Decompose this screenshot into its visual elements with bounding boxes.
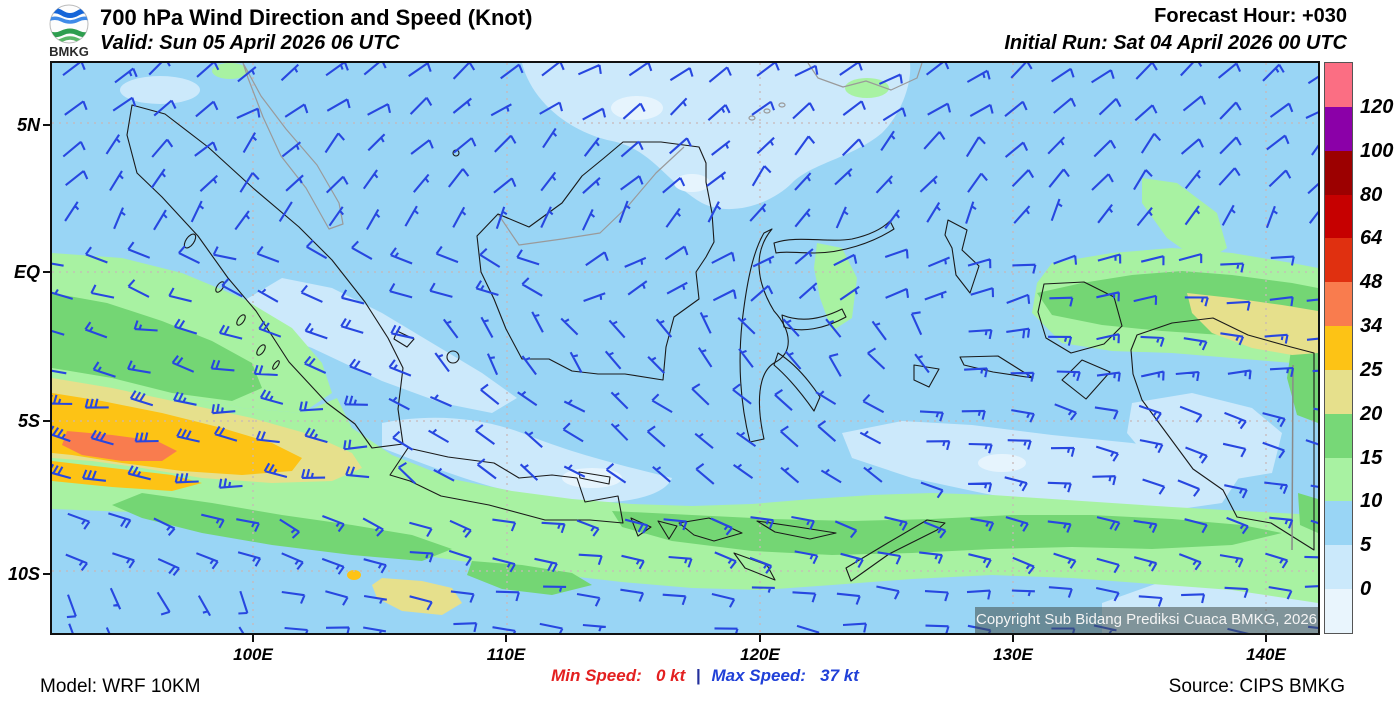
lon-tick-label: 110E (486, 645, 526, 664)
wind-barbs (52, 63, 1318, 633)
colorbar-label: 0 (1360, 578, 1372, 601)
colorbar-block (1325, 282, 1352, 327)
minmax-separator: | (695, 666, 701, 685)
colorbar-label: 120 (1360, 95, 1394, 118)
colorbar-block (1325, 545, 1352, 590)
colorbar-label: 10 (1360, 490, 1383, 513)
lon-tick (252, 633, 254, 642)
lat-tick-label: EQ (13, 262, 40, 282)
lat-tick (43, 124, 52, 126)
colorbar-label: 80 (1360, 183, 1383, 206)
colorbar-block (1325, 589, 1352, 634)
lat-tick-label: 5S (17, 411, 40, 431)
colorbar-block (1325, 150, 1352, 196)
max-speed-value: 37 kt (820, 666, 859, 685)
colorbar (1324, 62, 1353, 634)
coastlines (126, 104, 1315, 582)
colorbar-block (1325, 413, 1352, 459)
colorbar-block (1325, 238, 1352, 283)
colorbar-block (1325, 63, 1352, 108)
source-label: Source: CIPS BMKG (1168, 676, 1345, 697)
lon-tick-label: 120E (740, 645, 780, 664)
model-label: Model: WRF 10KM (40, 676, 201, 697)
lon-tick (1012, 633, 1014, 642)
colorbar-label: 64 (1360, 227, 1383, 250)
lon-tick-label: 100E (233, 645, 273, 664)
bmkg-logo-icon: BMKG (49, 4, 89, 59)
lat-tick (43, 573, 52, 575)
lat-tick (43, 420, 52, 422)
page-title: 700 hPa Wind Direction and Speed (Knot) (100, 5, 533, 30)
colorbar-label: 34 (1360, 315, 1383, 338)
lon-tick (759, 633, 761, 642)
foreign-coastlines (242, 63, 923, 246)
colorbar-block (1325, 501, 1352, 546)
colorbar-label: 25 (1360, 358, 1383, 381)
lon-tick-label: 140E (1246, 645, 1286, 664)
colorbar-label: 15 (1360, 446, 1383, 469)
colorbar-label: 48 (1360, 271, 1383, 294)
colorbar-block (1325, 369, 1352, 415)
lat-tick-label: 10S (7, 564, 40, 584)
bmkg-logo-text: BMKG (49, 44, 89, 59)
lat-tick (43, 271, 52, 273)
speed-shading (52, 63, 1318, 633)
lon-tick-label: 130E (993, 645, 1033, 664)
colorbar-label: 20 (1360, 402, 1383, 425)
min-speed-label: Min Speed: (551, 666, 642, 685)
max-speed-label: Max Speed: (711, 666, 806, 685)
valid-time-label: Valid: Sun 05 April 2026 06 UTC (100, 32, 400, 54)
colorbar-label: 5 (1360, 534, 1372, 557)
forecast-hour-label: Forecast Hour: +030 (1154, 5, 1347, 27)
colorbar-block (1325, 326, 1352, 371)
lon-tick (505, 633, 507, 642)
colorbar-block (1325, 457, 1352, 502)
copyright-note: Copyright Sub Bidang Prediksi Cuaca BMKG… (975, 607, 1318, 633)
wind-map-canvas (52, 63, 1318, 633)
colorbar-block (1325, 194, 1352, 239)
colorbar-label: 100 (1360, 139, 1394, 162)
initial-run-label: Initial Run: Sat 04 April 2026 00 UTC (1004, 32, 1347, 54)
min-speed-value: 0 kt (655, 666, 686, 685)
colorbar-block (1325, 106, 1352, 152)
lat-tick-label: 5N (16, 115, 40, 135)
minmax-speed: Min Speed: 0 kt | Max Speed: 37 kt (551, 666, 859, 686)
lon-tick (1265, 633, 1267, 642)
